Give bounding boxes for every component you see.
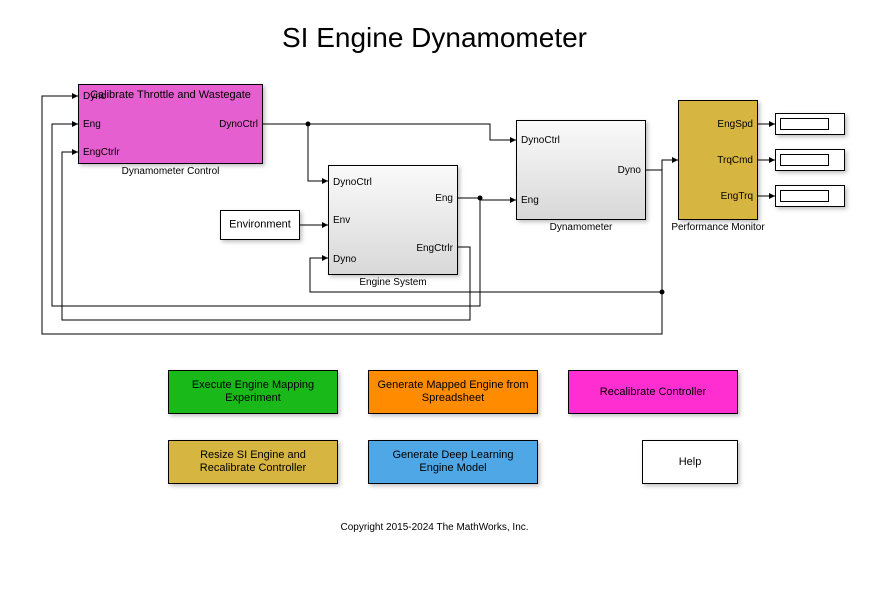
port-es-env: Env [333,215,350,226]
display-inner-2 [780,190,829,202]
port-dy-eng: Eng [521,195,539,206]
recalibrate-button[interactable]: Recalibrate Controller [568,370,738,414]
gen-mapped-button[interactable]: Generate Mapped Engine from Spreadsheet [368,370,538,414]
dynamometer-control-label: Dynamometer Control [122,166,220,177]
port-dynoctrl-out: DynoCtrl [219,119,258,130]
dynoctrl-inner-title: Calibrate Throttle and Wastegate [79,85,262,102]
dynamometer-control-block[interactable]: Calibrate Throttle and Wastegate Dyno En… [78,84,263,164]
port-es-dyno: Dyno [333,254,356,265]
dynamometer-block[interactable]: DynoCtrl Eng Dyno [516,120,646,220]
environment-block[interactable]: Environment [220,210,300,240]
gen-dl-button[interactable]: Generate Deep Learning Engine Model [368,440,538,484]
help-button[interactable]: Help [642,440,738,484]
engine-system-block[interactable]: DynoCtrl Env Dyno Eng EngCtrlr [328,165,458,275]
environment-label: Environment [221,219,299,232]
display-inner-1 [780,154,829,166]
port-engctrlr-in: EngCtrlr [83,147,120,158]
diagram-canvas: SI Engine Dynamometer Calibrate Throttle… [0,0,869,594]
display-inner-0 [780,118,829,130]
port-es-eng: Eng [435,193,453,204]
port-pm-trqcmd: TrqCmd [717,155,753,166]
port-pm-engtrq: EngTrq [721,191,753,202]
port-dyno-in: Dyno [83,91,106,102]
display-box-1[interactable] [775,149,845,171]
port-pm-engspd: EngSpd [717,119,753,130]
performance-monitor-label: Performance Monitor [671,222,764,233]
port-es-engctrlr: EngCtrlr [416,243,453,254]
display-box-2[interactable] [775,185,845,207]
port-dy-dyno: Dyno [618,165,641,176]
port-es-dynoctrl: DynoCtrl [333,177,372,188]
port-dy-dynoctrl: DynoCtrl [521,135,560,146]
port-eng-in: Eng [83,119,101,130]
copyright-text: Copyright 2015-2024 The MathWorks, Inc. [0,522,869,533]
resize-engine-button[interactable]: Resize SI Engine and Recalibrate Control… [168,440,338,484]
performance-monitor-block[interactable]: EngSpd TrqCmd EngTrq [678,100,758,220]
exec-mapping-button[interactable]: Execute Engine Mapping Experiment [168,370,338,414]
engine-system-label: Engine System [359,277,426,288]
dynamometer-label: Dynamometer [550,222,613,233]
display-box-0[interactable] [775,113,845,135]
